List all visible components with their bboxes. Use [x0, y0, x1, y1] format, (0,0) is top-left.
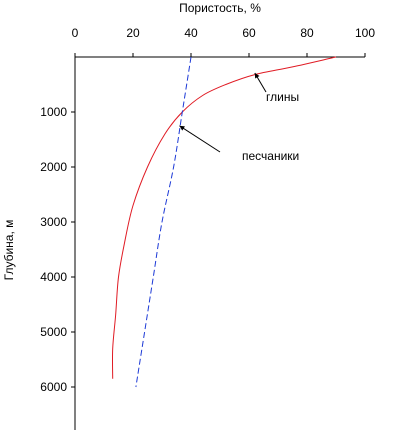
y-tick-label: 6000	[40, 380, 67, 394]
x-tick-label: 40	[184, 26, 198, 40]
y-tick-label: 5000	[40, 325, 67, 339]
series-line-sandstone	[135, 56, 192, 388]
x-axis-title: Пористость, %	[179, 1, 261, 15]
annotation-label: песчаники	[242, 149, 299, 163]
y-tick-label: 3000	[40, 215, 67, 229]
annotation-leader	[179, 125, 221, 153]
annotation-arrowhead	[254, 72, 260, 79]
y-tick-label: 2000	[40, 160, 67, 174]
y-tick-label: 1000	[40, 105, 67, 119]
y-axis-title: Глубина, м	[2, 220, 16, 281]
annotation-arrowhead	[179, 125, 185, 131]
annotation-label: глины	[266, 90, 299, 104]
x-tick-label: 0	[72, 26, 79, 40]
axis-ticks: 0 20 40 60 80 100 1000 2000 3000 4000 5000 6000	[40, 26, 375, 394]
x-tick-label: 100	[355, 26, 375, 40]
series-layer	[111, 56, 337, 388]
x-tick-label: 60	[242, 26, 256, 40]
series-line-clay	[111, 56, 337, 379]
annotations-layer: глины песчаники	[179, 72, 299, 163]
y-tick-label: 4000	[40, 270, 67, 284]
x-tick-label: 80	[300, 26, 314, 40]
x-tick-label: 20	[126, 26, 140, 40]
